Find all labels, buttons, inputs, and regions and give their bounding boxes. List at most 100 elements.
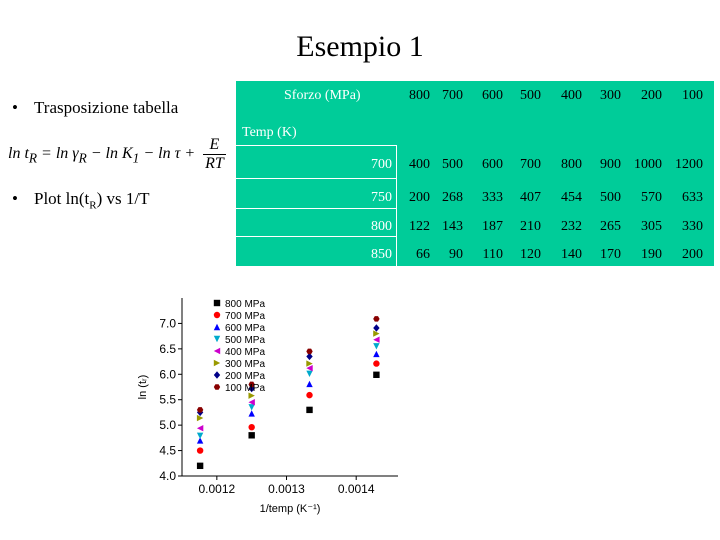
- data-point: [248, 392, 255, 399]
- corner-header-stress: Sforzo (MPa): [284, 88, 361, 103]
- table-cell: 268: [442, 190, 463, 205]
- table-divider: [236, 145, 396, 146]
- table-cell: 700: [520, 157, 541, 172]
- x-axis-label: 1/temp (K⁻¹): [260, 503, 321, 515]
- data-point: [373, 360, 380, 367]
- table-cell: 1200: [675, 157, 703, 172]
- data-point: [248, 423, 255, 431]
- legend-marker: [213, 384, 221, 390]
- table-cell: 633: [682, 190, 703, 205]
- y-tick-label: 7.0: [159, 316, 176, 330]
- table-cell: 200: [682, 247, 703, 262]
- table-cell: 1000: [634, 157, 662, 172]
- table-cell: 400: [409, 157, 430, 172]
- x-tick-label: 0.0014: [338, 482, 375, 496]
- data-point: [306, 406, 313, 414]
- legend-marker: [213, 347, 221, 355]
- data-point: [248, 410, 255, 417]
- legend-label: 100 MPa: [225, 383, 265, 394]
- table-cell: 232: [561, 219, 582, 234]
- stress-header-cell: 400: [561, 88, 582, 103]
- data-point: [248, 399, 255, 406]
- table-cell: 210: [520, 219, 541, 234]
- table-divider: [396, 145, 397, 266]
- data-point: [373, 324, 380, 332]
- data-point: [248, 404, 255, 411]
- table-cell: 800: [561, 157, 582, 172]
- data-point: [306, 370, 313, 377]
- stress-header-cell: 500: [520, 88, 541, 103]
- table-cell: 66: [416, 247, 430, 262]
- x-tick-label: 0.0013: [268, 482, 305, 496]
- data-point: [196, 407, 204, 413]
- bullet-plot: • Plot ln(tR) vs 1/T: [12, 189, 150, 212]
- table-cell: 190: [641, 247, 662, 262]
- temp-cell: 850: [371, 247, 392, 262]
- table-cell: 200: [409, 190, 430, 205]
- table-cell: 305: [641, 219, 662, 234]
- legend-marker: [213, 323, 221, 331]
- x-tick-label: 0.0012: [198, 482, 235, 496]
- data-point: [196, 424, 204, 432]
- data-point: [306, 391, 313, 399]
- temp-cell: 750: [371, 190, 392, 205]
- data-point: [196, 462, 204, 470]
- corner-header-temp: Temp (K): [242, 125, 297, 140]
- legend-marker: [213, 299, 221, 307]
- table-cell: 500: [442, 157, 463, 172]
- bullet-dot: •: [12, 98, 18, 117]
- table-cell: 570: [641, 190, 662, 205]
- data-point: [373, 316, 380, 322]
- table-cell: 600: [482, 157, 503, 172]
- data-point: [306, 364, 313, 372]
- y-tick-label: 5.0: [159, 418, 176, 432]
- data-point: [373, 350, 380, 358]
- legend-label: 700 MPa: [225, 311, 265, 322]
- table-cell: 140: [561, 247, 582, 262]
- chart-svg: 4.0 4.5 5.0 5.5 6.0 6.5 7.0 0.0012 0.0013 0.0014 1…: [137, 298, 398, 515]
- stress-header-cell: 100: [682, 88, 703, 103]
- data-point: [196, 437, 204, 444]
- table-cell: 120: [520, 247, 541, 262]
- data-point: [196, 432, 204, 440]
- data-point: [373, 371, 380, 378]
- y-tick-label: 6.0: [159, 367, 176, 381]
- table-cell: 110: [482, 247, 503, 262]
- table-cell: 333: [482, 190, 503, 205]
- y-tick-label: 5.5: [159, 393, 176, 407]
- legend-label: 500 MPa: [225, 335, 265, 346]
- y-tick-label: 4.5: [159, 444, 176, 458]
- table-divider: [236, 236, 396, 237]
- data-point: [306, 380, 313, 388]
- slide-title: Esempio 1: [296, 30, 424, 63]
- data-point: [373, 343, 380, 350]
- table-cell: 330: [682, 219, 703, 234]
- legend-marker: [213, 359, 221, 367]
- stress-header-cell: 700: [442, 88, 463, 103]
- stress-header-cell: 600: [482, 88, 503, 103]
- table-cell: 500: [600, 190, 621, 205]
- rupture-time-table: Sforzo (MPa) Temp (K) 800 700 600 500 400 300…: [236, 81, 714, 266]
- temp-cell: 700: [371, 157, 392, 172]
- bullet-dot: •: [12, 189, 18, 208]
- legend-marker: [213, 311, 221, 319]
- table-divider: [236, 208, 396, 209]
- data-point: [196, 414, 204, 422]
- data-point: [248, 381, 255, 388]
- data-point: [373, 330, 380, 337]
- table-cell: 122: [409, 219, 430, 234]
- data-point: [306, 360, 313, 367]
- legend-label: 800 MPa: [225, 299, 265, 310]
- data-point: [248, 432, 255, 439]
- bullet-transpose: • Trasposizione tabella: [12, 98, 178, 118]
- table-cell: 90: [449, 247, 463, 262]
- table-cell: 143: [442, 219, 463, 234]
- table-cell: 454: [561, 190, 582, 205]
- stress-header-cell: 300: [600, 88, 621, 103]
- legend-marker: [213, 371, 221, 379]
- legend-label: 600 MPa: [225, 323, 265, 334]
- table-cell: 900: [600, 157, 621, 172]
- table-cell: 170: [600, 247, 621, 262]
- legend-label: 200 MPa: [225, 371, 265, 382]
- stress-header-cell: 800: [409, 88, 430, 103]
